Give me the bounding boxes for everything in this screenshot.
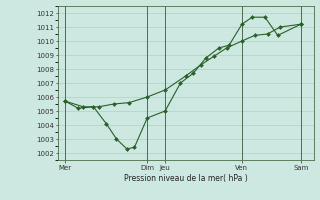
- X-axis label: Pression niveau de la mer( hPa ): Pression niveau de la mer( hPa ): [124, 174, 247, 183]
